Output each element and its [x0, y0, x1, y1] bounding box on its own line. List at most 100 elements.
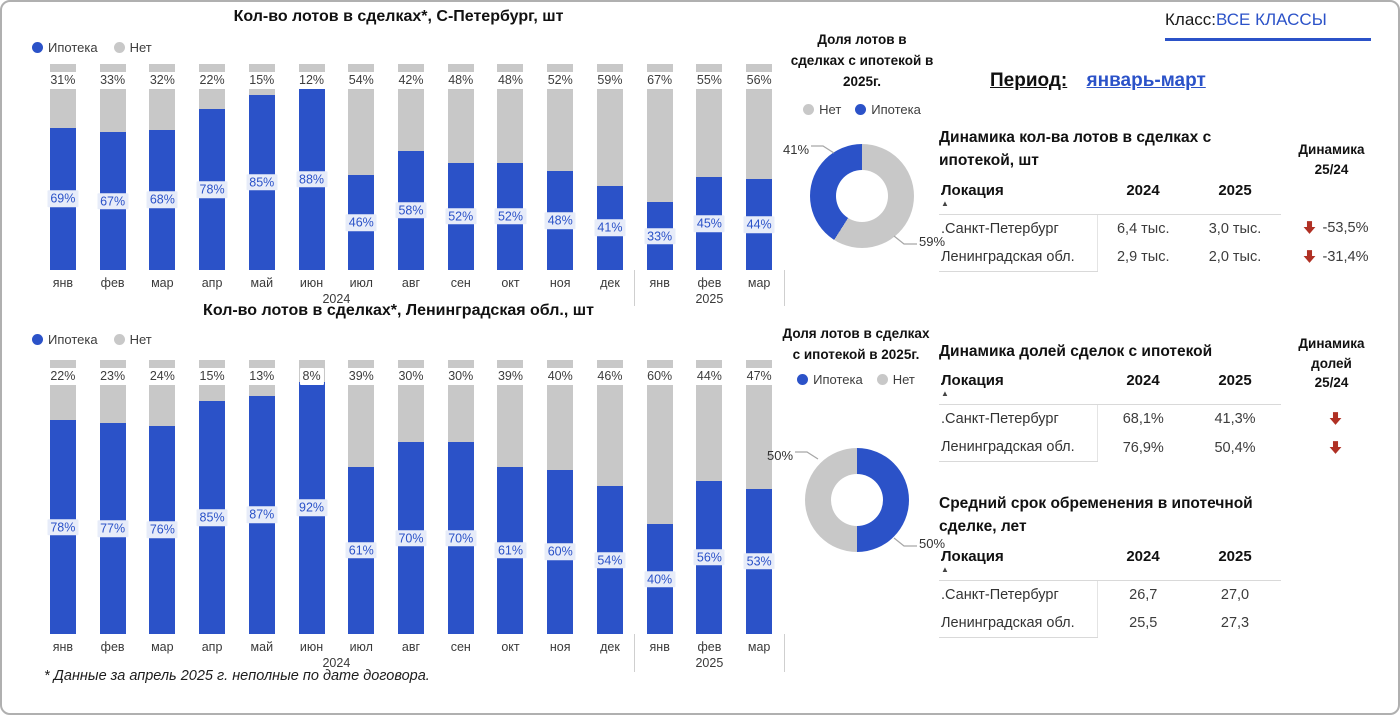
table-row[interactable]: Ленинградская обл. 25,5 27,3 — [939, 608, 1389, 638]
bar-column[interactable]: 67% 33% — [635, 64, 685, 270]
bar-column[interactable]: 59% 41% — [585, 64, 635, 270]
bar-column[interactable]: 40% 60% — [535, 360, 585, 634]
stacked-bar[interactable]: 31% 69% — [47, 64, 79, 270]
bar-column[interactable]: 13% 87% — [237, 360, 287, 634]
donut-ring[interactable] — [810, 144, 914, 248]
stacked-bar[interactable]: 54% 46% — [345, 64, 377, 270]
callout-no-mortgage-share: 50% — [767, 448, 820, 463]
axis-month-label: мар — [151, 640, 174, 654]
stacked-bar[interactable]: 56% 44% — [743, 64, 775, 270]
stacked-bar[interactable]: 48% 52% — [445, 64, 477, 270]
bar-column[interactable]: 15% 85% — [237, 64, 287, 270]
bar-column[interactable]: 52% 48% — [535, 64, 585, 270]
mortgage-percent-label: 48% — [544, 212, 576, 229]
bar-column[interactable]: 39% 61% — [486, 360, 536, 634]
bar-column[interactable]: 15% 85% — [187, 360, 237, 634]
stacked-bar[interactable]: 39% 61% — [345, 360, 377, 634]
column-header-2024[interactable]: 2024 — [1097, 544, 1189, 581]
table-row[interactable]: Ленинградская обл. 76,9% 50,4% — [939, 433, 1389, 463]
table-row[interactable]: .Санкт-Петербург 26,7 27,0 — [939, 580, 1389, 609]
stacked-bar[interactable]: 39% 61% — [494, 360, 526, 634]
stacked-bar[interactable]: 44% 56% — [693, 360, 725, 634]
stacked-bar[interactable]: 23% 77% — [97, 360, 129, 634]
legend-item-mortgage[interactable]: Ипотека — [32, 332, 98, 347]
no-mortgage-percent-label: 55% — [693, 72, 725, 89]
period-filter[interactable]: Период: январь-март — [990, 70, 1206, 92]
column-header-2025[interactable]: 2025 — [1189, 544, 1281, 581]
stacked-bar[interactable]: 47% 53% — [743, 360, 775, 634]
bar-column[interactable]: 22% 78% — [38, 360, 88, 634]
legend-item-mortgage[interactable]: Ипотека — [797, 372, 863, 387]
column-header-2025[interactable]: 2025 — [1189, 369, 1281, 406]
column-header-2024[interactable]: 2024 — [1097, 369, 1189, 406]
class-value[interactable]: ВСЕ КЛАССЫ — [1216, 10, 1327, 29]
change-column-header: Динамика долей 25/24 — [1298, 336, 1365, 391]
legend-item-no-mortgage[interactable]: Нет — [876, 372, 915, 387]
bar-column[interactable]: 60% 40% — [635, 360, 685, 634]
bar-column[interactable]: 48% 52% — [436, 64, 486, 270]
stacked-bar[interactable]: 46% 54% — [594, 360, 626, 634]
axis-month-label: окт — [501, 276, 520, 290]
column-header-2024[interactable]: 2024 — [1097, 178, 1189, 215]
bar-column[interactable]: 33% 67% — [88, 64, 138, 270]
stacked-bar[interactable]: 13% 87% — [246, 360, 278, 634]
mortgage-percent-label: 41% — [594, 219, 626, 237]
legend-item-no-mortgage[interactable]: Нет — [113, 40, 152, 55]
bar-column[interactable]: 32% 68% — [137, 64, 187, 270]
legend-item-mortgage[interactable]: Ипотека — [32, 40, 98, 55]
donut-ring[interactable] — [805, 448, 909, 552]
bar-column[interactable]: 42% 58% — [386, 64, 436, 270]
stacked-bar[interactable]: 52% 48% — [544, 64, 576, 270]
bar-column[interactable]: 30% 70% — [436, 360, 486, 634]
table-body: .Санкт-Петербург 68,1% 41,3% Ленинградская … — [939, 404, 1389, 463]
stacked-bar[interactable]: 15% 85% — [196, 360, 228, 634]
axis-month-label: мар — [747, 276, 771, 290]
stacked-bar[interactable]: 30% 70% — [445, 360, 477, 634]
table-row[interactable]: .Санкт-Петербург 6,4 тыс. 3,0 тыс. -53,5% — [939, 214, 1389, 243]
table-row[interactable]: Ленинградская обл. 2,9 тыс. 2,0 тыс. -31,4% — [939, 242, 1389, 272]
stacked-bar[interactable]: 55% 45% — [693, 64, 725, 270]
legend-item-no-mortgage[interactable]: Нет — [113, 332, 152, 347]
bar-column[interactable]: 8% 92% — [287, 360, 337, 634]
bar-column[interactable]: 47% 53% — [734, 360, 784, 634]
bar-column[interactable]: 56% 44% — [734, 64, 784, 270]
column-header-2025[interactable]: 2025 — [1189, 178, 1281, 215]
stacked-bar[interactable]: 12% 88% — [296, 64, 328, 270]
stacked-bar[interactable]: 60% 40% — [644, 360, 676, 634]
stacked-bar[interactable]: 33% 67% — [97, 64, 129, 270]
column-header-location[interactable]: Локация ▲ — [939, 544, 1097, 581]
bar-column[interactable]: 12% 88% — [287, 64, 337, 270]
stacked-bar[interactable]: 32% 68% — [146, 64, 178, 270]
bar-column[interactable]: 24% 76% — [137, 360, 187, 634]
change-cell — [1281, 433, 1389, 462]
stacked-bar[interactable]: 30% 70% — [395, 360, 427, 634]
stacked-bar[interactable]: 67% 33% — [644, 64, 676, 270]
stacked-bar[interactable]: 22% 78% — [196, 64, 228, 270]
stacked-bar[interactable]: 48% 52% — [494, 64, 526, 270]
table-row[interactable]: .Санкт-Петербург 68,1% 41,3% — [939, 404, 1389, 434]
stacked-bar[interactable]: 40% 60% — [544, 360, 576, 634]
stacked-bar[interactable]: 42% 58% — [395, 64, 427, 270]
bar-column[interactable]: 44% 56% — [685, 360, 735, 634]
bar-column[interactable]: 23% 77% — [88, 360, 138, 634]
class-filter[interactable]: Класс:ВСЕ КЛАССЫ — [1165, 10, 1371, 41]
bar-column[interactable]: 22% 78% — [187, 64, 237, 270]
stacked-bar[interactable]: 15% 85% — [246, 64, 278, 270]
bar-column[interactable]: 39% 61% — [336, 360, 386, 634]
period-value[interactable]: январь-март — [1086, 70, 1206, 91]
bar-column[interactable]: 30% 70% — [386, 360, 436, 634]
column-header-location[interactable]: Локация ▲ — [939, 369, 1097, 406]
stacked-bar[interactable]: 22% 78% — [47, 360, 79, 634]
bar-column[interactable]: 31% 69% — [38, 64, 88, 270]
bar-column[interactable]: 48% 52% — [486, 64, 536, 270]
stacked-bar[interactable]: 24% 76% — [146, 360, 178, 634]
column-header-location[interactable]: Локация ▲ — [939, 178, 1097, 215]
legend-item-mortgage[interactable]: Ипотека — [855, 102, 921, 117]
legend-item-no-mortgage[interactable]: Нет — [803, 102, 841, 117]
stacked-bar[interactable]: 8% 92% — [296, 360, 328, 634]
stacked-bar[interactable]: 59% 41% — [594, 64, 626, 270]
bar-column[interactable]: 46% 54% — [585, 360, 635, 634]
bar-column[interactable]: 55% 45% — [685, 64, 735, 270]
bar-column[interactable]: 54% 46% — [336, 64, 386, 270]
axis-month-label: окт — [501, 640, 520, 654]
